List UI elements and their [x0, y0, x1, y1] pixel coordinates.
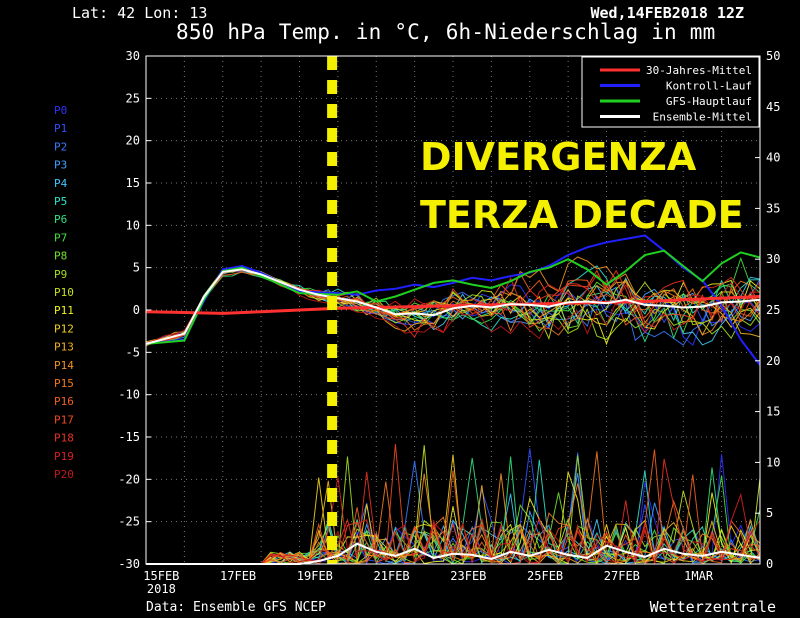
x-tick-label: 15FEB — [143, 569, 179, 583]
series-gfs-hauptlauf — [145, 249, 761, 345]
y-right-tick-label: 30 — [766, 252, 780, 266]
precip-mean-line — [146, 542, 761, 565]
member-label: P6 — [54, 213, 67, 226]
member-label: P19 — [54, 450, 74, 463]
y-left-tick-label: 0 — [133, 303, 140, 317]
x-tick-label: 21FEB — [374, 569, 410, 583]
series-30-jahres-mittel — [145, 295, 761, 315]
run-time-label: Wed,14FEB2018 12Z — [590, 4, 744, 22]
y-left-tick-label: -5 — [126, 345, 140, 359]
highlight-series — [145, 234, 761, 366]
y-right-tick-label: 5 — [766, 506, 773, 520]
member-label: P9 — [54, 268, 67, 281]
member-label: P15 — [54, 377, 74, 390]
legend-label: GFS-Hauptlauf — [666, 95, 752, 108]
member-label: P1 — [54, 122, 67, 135]
member-label: P18 — [54, 432, 74, 445]
y-right-tick-label: 25 — [766, 303, 780, 317]
annotation-line-1: DIVERGENZA — [420, 135, 697, 179]
brand-label: Wetterzentrale — [649, 598, 776, 616]
member-label: P10 — [54, 286, 74, 299]
y-right-tick-label: 35 — [766, 201, 780, 215]
y-left-tick-label: 25 — [126, 91, 140, 105]
member-label: P20 — [54, 468, 74, 481]
series-ensemble-mittel — [145, 268, 761, 345]
legend: 30-Jahres-Mittel Kontroll-Lauf GFS-Hauptla… — [581, 56, 760, 128]
member-label: P4 — [54, 177, 68, 190]
legend-label: Kontroll-Lauf — [666, 80, 752, 93]
y-right-tick-label: 20 — [766, 354, 780, 368]
x-tick-label: 17FEB — [220, 569, 256, 583]
member-labels: P0 P1 P2 P3 P4 P5 P6 P7 P8 P9 P10 P11 P12 P13 P14 P15 P1… — [54, 104, 74, 481]
x-tick-label: 23FEB — [450, 569, 486, 583]
y-left-tick-label: -10 — [118, 388, 140, 402]
y-left-tick-label: -30 — [118, 557, 140, 571]
member-label: P3 — [54, 159, 67, 172]
member-label: P2 — [54, 140, 67, 153]
axes: -30 -25 -20 -15 -10 -5 0 5 10 15 20 25 30 0 5 10 15 20 25 3… — [118, 49, 780, 596]
member-label: P0 — [54, 104, 67, 117]
y-left-tick-label: -20 — [118, 472, 140, 486]
member-label: P7 — [54, 231, 67, 244]
chart-title: 850 hPa Temp. in °C, 6h-Niederschlag in … — [176, 20, 716, 44]
member-label: P17 — [54, 413, 74, 426]
member-label: P11 — [54, 304, 74, 317]
y-left-tick-label: 30 — [126, 49, 140, 63]
member-label: P12 — [54, 322, 74, 335]
legend-label: 30-Jahres-Mittel — [646, 64, 752, 77]
annotation-line-2: TERZA DECADE — [420, 193, 744, 237]
y-left-tick-label: -15 — [118, 430, 140, 444]
y-left-tick-label: -25 — [118, 515, 140, 529]
location-label: Lat: 42 Lon: 13 — [72, 4, 208, 22]
y-right-tick-label: 40 — [766, 151, 780, 165]
y-right-tick-label: 0 — [766, 557, 773, 571]
x-tick-label: 27FEB — [604, 569, 640, 583]
y-right-tick-label: 10 — [766, 455, 780, 469]
y-left-tick-label: 15 — [126, 176, 140, 190]
y-right-tick-label: 15 — [766, 405, 780, 419]
y-right-tick-label: 50 — [766, 49, 780, 63]
member-label: P13 — [54, 341, 74, 354]
member-label: P5 — [54, 195, 67, 208]
legend-label: Ensemble-Mittel — [653, 111, 752, 124]
y-left-tick-label: 10 — [126, 218, 140, 232]
y-right-tick-label: 45 — [766, 100, 780, 114]
member-label: P14 — [54, 359, 74, 372]
member-label: P16 — [54, 395, 74, 408]
y-left-tick-label: 20 — [126, 134, 140, 148]
y-left-tick-label: 5 — [133, 261, 140, 275]
data-source-label: Data: Ensemble GFS NCEP — [146, 600, 327, 615]
x-tick-label: 19FEB — [297, 569, 333, 583]
x-tick-label: 25FEB — [527, 569, 563, 583]
member-label: P8 — [54, 250, 67, 263]
x-tick-label: 1MAR — [684, 569, 714, 583]
x-year-label: 2018 — [147, 582, 176, 596]
